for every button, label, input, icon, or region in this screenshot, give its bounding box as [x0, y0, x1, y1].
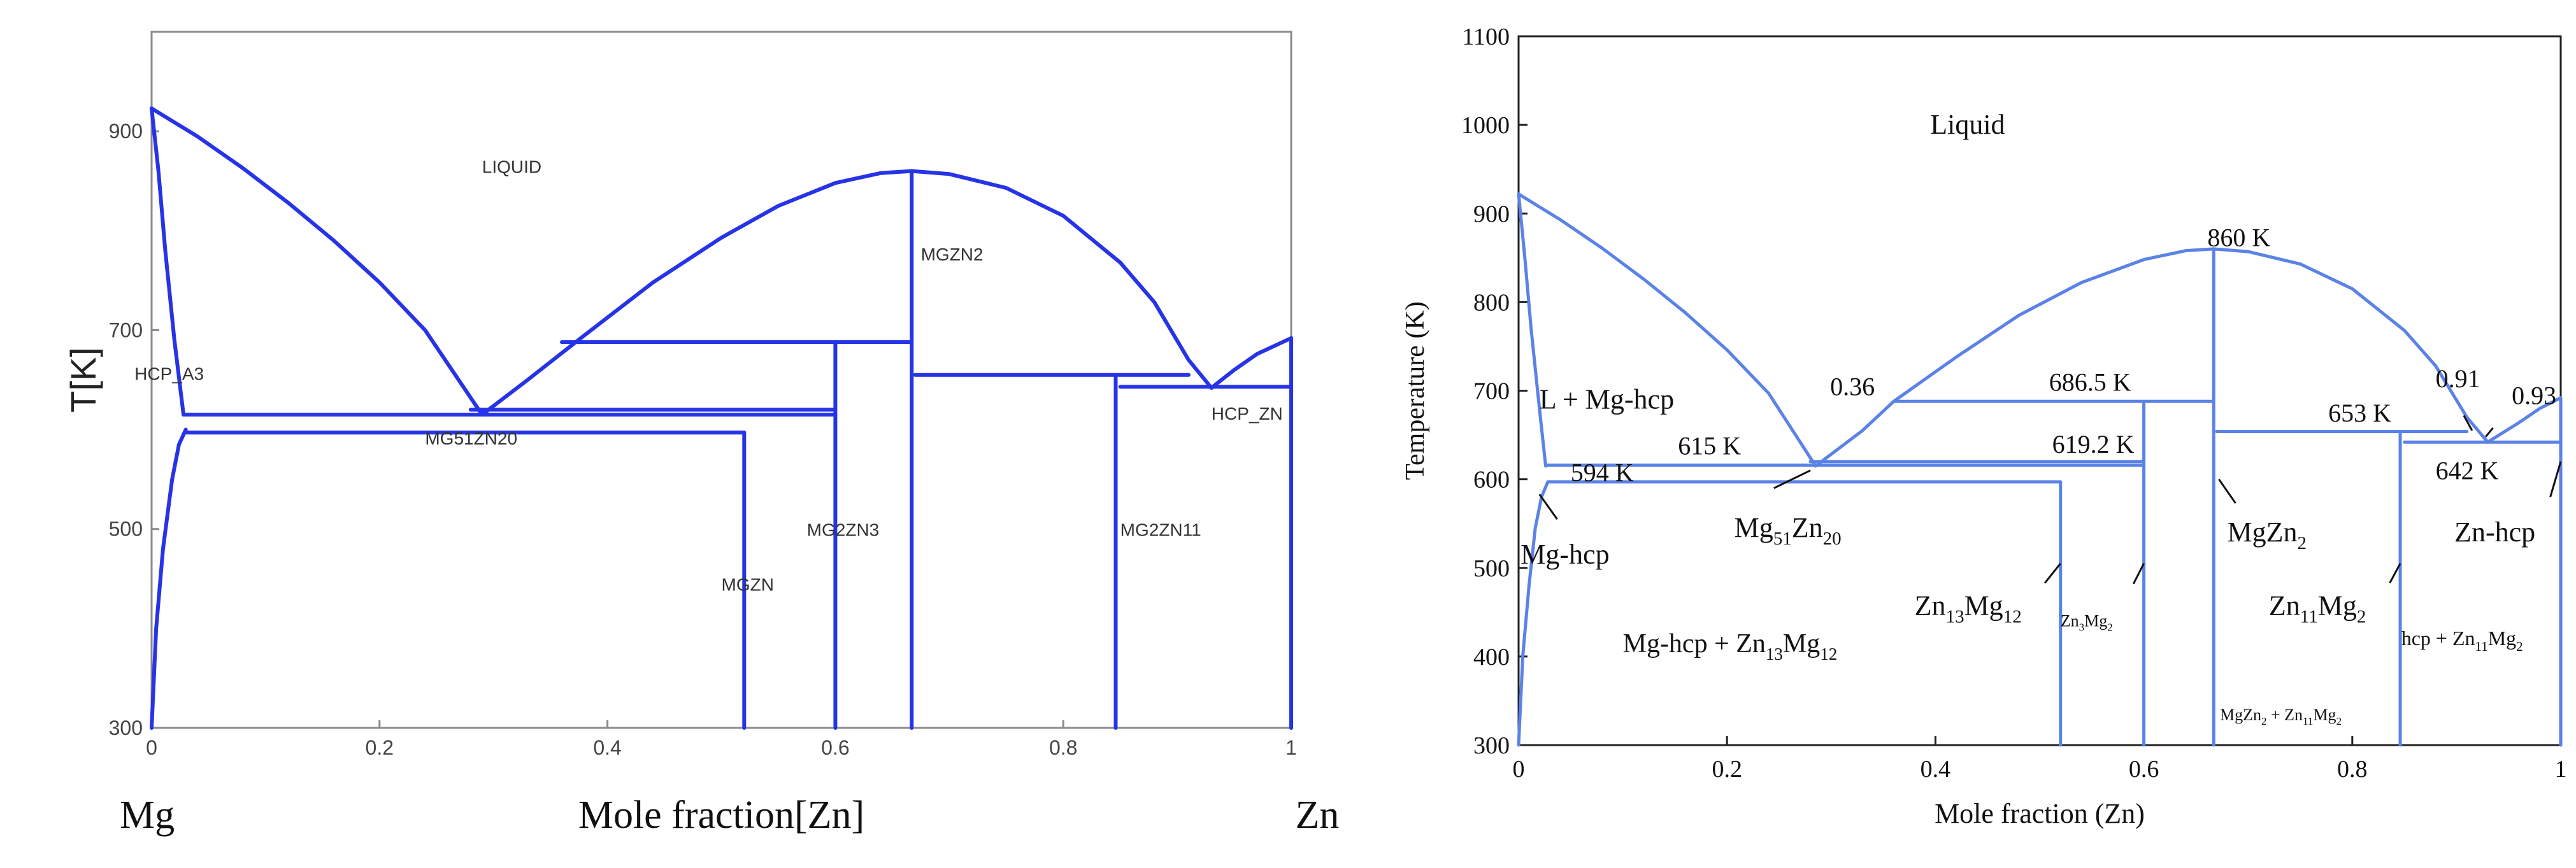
right-annotation: L + Mg-hcp [1540, 383, 1674, 415]
right-y-axis-label: Temperature (K) [1401, 301, 1430, 480]
left-element-mg-label: Mg [120, 793, 175, 837]
right-annotation: Zn-hcp [2454, 516, 2535, 548]
right-compound-label: Zn3Mg2 [2061, 612, 2113, 634]
right-series-liquidus-zn2 [2212, 247, 2489, 444]
right-annotation: MgZn2 + Zn11Mg2 [2220, 706, 2342, 727]
right-series-liquidus-mgzn2 [1814, 247, 2215, 468]
right-annotation: 0.36 [1830, 372, 1875, 401]
right-series-liquidus-mg [1517, 192, 1817, 468]
left-phase-label: MG2ZN11 [1120, 520, 1201, 540]
right-series-liquidus-zn [2486, 396, 2563, 444]
right-x-tick-label: 0.2 [1712, 756, 1742, 783]
left-y-tick-label: 900 [109, 120, 143, 143]
right-compound-label: Zn11Mg2 [2269, 590, 2366, 627]
right-x-tick-label: 0.8 [2337, 756, 2368, 783]
right-leader-line [2218, 478, 2236, 504]
right-phase-diagram: 0 0.2 0.4 0.6 0.8 1 300 400 500 600 700 800 900 1000 1… [1363, 0, 2576, 865]
left-phase-diagram: 0 0.2 0.4 0.6 0.8 1 300 500 700 900 LIQUID HCP_A3 MG… [63, 31, 1340, 837]
left-x-tick-label: 0 [146, 736, 157, 759]
left-series-liquidus-zn [1209, 336, 1293, 390]
left-x-tick-label: 1 [1285, 736, 1297, 759]
right-y-tick-label: 600 [1473, 467, 1510, 494]
right-annotation: 642 K [2436, 457, 2499, 485]
right-y-tick-label: 1100 [1462, 24, 1510, 50]
left-phase-label: MG2ZN3 [807, 520, 880, 540]
right-annotation: Mg-hcp + Zn13Mg12 [1623, 629, 1838, 664]
left-series-mg-hcp-lower [150, 427, 188, 730]
right-x-tick-label: 0.6 [2129, 756, 2159, 783]
right-annotation: 0.93 [2512, 381, 2556, 409]
right-y-tick-label: 300 [1473, 732, 1510, 759]
left-x-tick-label: 0.6 [821, 736, 849, 759]
right-x-axis-label: Mole fraction (Zn) [1935, 798, 2145, 829]
right-y-tick-label: 900 [1473, 201, 1510, 227]
right-series-mg-hcp-lower [1517, 480, 1550, 747]
right-leader-line [2485, 427, 2494, 438]
left-y-axis-label: T[K] [63, 347, 103, 413]
left-phase-label: LIQUID [482, 157, 541, 177]
right-x-tick-label: 0 [1513, 756, 1525, 783]
right-leader-line [1538, 494, 1558, 520]
left-series-liquidus-zn2 [910, 169, 1213, 390]
left-series-mg-hcp-solvus [150, 106, 186, 417]
right-annotation: 615 K [1678, 432, 1741, 460]
left-x-tick-label: 0.4 [593, 736, 621, 759]
left-x-tick-label: 0.8 [1049, 736, 1077, 759]
right-leader-line [2044, 562, 2061, 584]
right-annotation: MgZn2 [2227, 516, 2307, 553]
right-leader-line [2549, 461, 2562, 497]
left-y-tick-label: 500 [109, 518, 143, 541]
right-y-tick-label: 800 [1473, 289, 1510, 316]
right-annotation: hcp + Zn11Mg2 [2401, 627, 2523, 654]
right-leader-line [2132, 563, 2145, 585]
left-y-tick-label: 700 [109, 318, 143, 341]
right-annotation: Mg-hcp [1521, 539, 1609, 570]
left-phase-label: MG51ZN20 [425, 429, 517, 448]
left-phase-label: HCP_ZN [1212, 404, 1283, 423]
right-annotation: 653 K [2328, 399, 2391, 427]
right-series-mg-hcp-solvus [1517, 192, 1548, 468]
right-annotation: 860 K [2207, 224, 2270, 252]
left-phase-label: MGZN [722, 575, 774, 595]
left-phase-label: HCP_A3 [134, 364, 204, 384]
left-y-tick-label: 300 [109, 716, 143, 739]
right-annotation: 686.5 K [2049, 368, 2131, 397]
right-leader-line [2389, 563, 2401, 584]
right-chart-svg: 0 0.2 0.4 0.6 0.8 1 300 400 500 600 700 800 900 1000 1… [1363, 0, 2576, 865]
right-y-tick-label: 500 [1473, 555, 1510, 582]
right-leader-line [2463, 415, 2473, 431]
left-chart-svg: 0 0.2 0.4 0.6 0.8 1 300 500 700 900 LIQUID HCP_A3 MG… [63, 31, 1340, 837]
left-x-axis-label: Mole fraction[Zn] [578, 793, 864, 837]
left-phase-label: MGZN2 [921, 245, 984, 264]
right-x-tick-label: 0.4 [1921, 756, 1951, 783]
right-y-tick-label: 400 [1473, 644, 1510, 671]
left-series-liquidus-mgzn2 [480, 169, 914, 417]
right-annotation: 619.2 K [2052, 430, 2135, 459]
right-annotation: 0.91 [2436, 364, 2480, 393]
right-annotation: Liquid [1930, 109, 2005, 140]
left-series-liquidus-mg [150, 106, 484, 417]
right-leader-line [1773, 469, 1811, 489]
right-x-tick-label: 1 [2555, 756, 2567, 783]
left-element-zn-label: Zn [1296, 793, 1340, 837]
right-annotation: 594 K [1571, 458, 1634, 487]
left-x-tick-label: 0.2 [366, 736, 394, 759]
right-y-tick-label: 1000 [1461, 112, 1510, 139]
right-y-tick-label: 700 [1473, 378, 1510, 405]
